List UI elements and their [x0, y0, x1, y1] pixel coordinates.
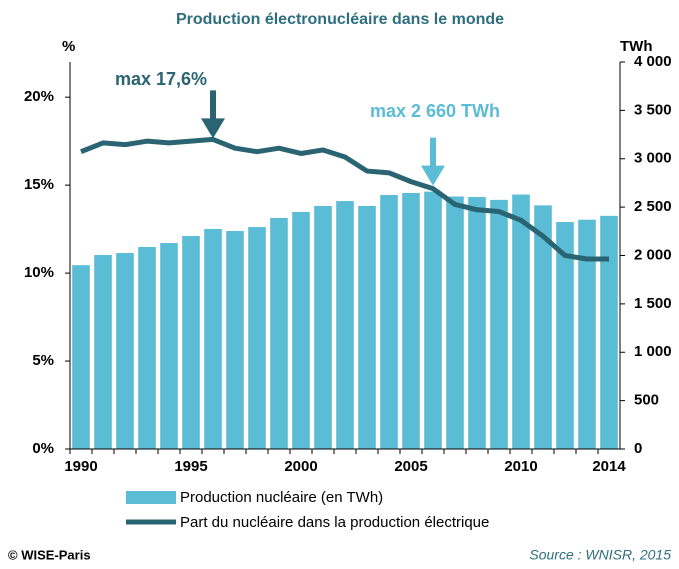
bar — [248, 227, 266, 449]
bar — [138, 246, 156, 449]
bar — [160, 243, 178, 449]
bar — [490, 199, 508, 449]
bar — [468, 196, 486, 449]
bar — [380, 195, 398, 449]
bar — [94, 255, 112, 449]
y2-tick-label: 3 000 — [634, 150, 672, 167]
bar — [446, 196, 464, 449]
bar — [600, 215, 618, 449]
x-tick-label: 2000 — [284, 458, 317, 475]
y-tick-label: 5% — [32, 352, 54, 369]
y2-tick-label: 4 000 — [634, 53, 672, 70]
y2-tick-label: 2 500 — [634, 198, 672, 215]
bar — [402, 192, 420, 449]
y-tick-label: 0% — [32, 440, 54, 457]
bar — [116, 252, 134, 449]
y-tick-label: 20% — [24, 88, 54, 105]
y-axis-label: % — [62, 38, 75, 55]
annotation: max 17,6% — [115, 69, 207, 89]
bar — [424, 191, 442, 449]
bar — [72, 265, 90, 449]
bar — [336, 201, 354, 449]
legend-label: Part du nucléaire dans la production éle… — [180, 514, 489, 531]
x-tick-label: 2005 — [394, 458, 427, 475]
y2-tick-label: 3 500 — [634, 101, 672, 118]
chart-title: Production électronucléaire dans le mond… — [176, 11, 504, 28]
annotation-arrow — [201, 118, 225, 139]
bar — [534, 205, 552, 449]
credit: © WISE-Paris — [8, 547, 91, 562]
bar — [314, 205, 332, 449]
y-tick-label: 10% — [24, 264, 54, 281]
bar — [578, 219, 596, 449]
y2-tick-label: 0 — [634, 440, 642, 457]
bar — [204, 228, 222, 449]
bar — [512, 194, 530, 449]
x-tick-label: 1990 — [64, 458, 97, 475]
y2-tick-label: 1 500 — [634, 295, 672, 312]
legend-swatch — [126, 491, 176, 504]
annotation-arrow — [421, 165, 445, 186]
legend-label: Production nucléaire (en TWh) — [180, 489, 383, 506]
bar — [556, 222, 574, 449]
annotation: max 2 660 TWh — [370, 101, 500, 121]
y2-axis-label: TWh — [620, 38, 652, 55]
y2-tick-label: 500 — [634, 392, 659, 409]
x-tick-label: 1995 — [174, 458, 207, 475]
source: Source : WNISR, 2015 — [529, 547, 671, 563]
line — [80, 136, 609, 262]
bar — [182, 236, 200, 449]
x-tick-label: 2010 — [504, 458, 537, 475]
x-tick-label: 2014 — [592, 458, 626, 475]
bar — [226, 231, 244, 449]
bar — [358, 205, 376, 449]
y-tick-label: 15% — [24, 176, 54, 193]
bar — [270, 217, 288, 449]
y2-tick-label: 2 000 — [634, 246, 672, 263]
y2-tick-label: 1 000 — [634, 343, 672, 360]
bar — [292, 211, 310, 449]
